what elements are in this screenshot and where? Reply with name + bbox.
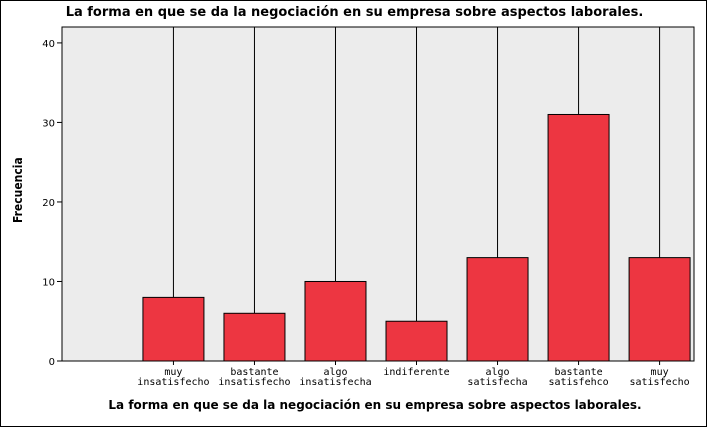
bar [385,320,448,362]
x-tick-label: muy satisfecho [629,367,689,388]
bar [223,312,286,362]
bar [304,280,367,362]
x-tick-label: bastante satisfehco [548,367,608,388]
x-tick-label: indiferente [383,367,449,378]
y-tick-label: 0 [49,357,55,368]
x-tick-label-line: satisfecho [629,377,689,388]
x-tick-label-line: satisfehco [548,377,608,388]
x-tick-label-line: algo [485,367,509,378]
y-tick-label: 40 [42,39,55,50]
bar [142,296,205,362]
x-tick-label-line: bastante [554,367,602,378]
x-axis-title: La forma en que se da la negociación en … [108,398,642,412]
bar [547,113,610,362]
x-tick-label-line: satisfecha [467,377,527,388]
x-tick-label-line: indiferente [383,367,449,378]
x-tick-label-line: muy [164,367,182,378]
bar [628,257,691,362]
x-tick-label-line: insatisfecha [299,377,371,388]
y-tick-label: 10 [42,277,55,288]
x-tick-label-line: muy [651,367,669,378]
x-tick-label-line: insatisfecho [218,377,290,388]
bar [466,257,529,362]
x-tick-label: bastante insatisfecho [218,367,290,388]
x-tick-label-line: bastante [230,367,278,378]
x-tick-label: muy insatisfecho [137,367,209,388]
x-tick-label: algo satisfecha [467,367,527,388]
x-tick-label: algo insatisfecha [299,367,371,388]
x-tick-label-line: algo [323,367,347,378]
y-tick-label: 20 [42,198,55,209]
y-tick-label: 30 [42,118,55,129]
x-tick-label-line: insatisfecho [137,377,209,388]
chart-title: La forma en que se da la negociación en … [65,5,644,20]
